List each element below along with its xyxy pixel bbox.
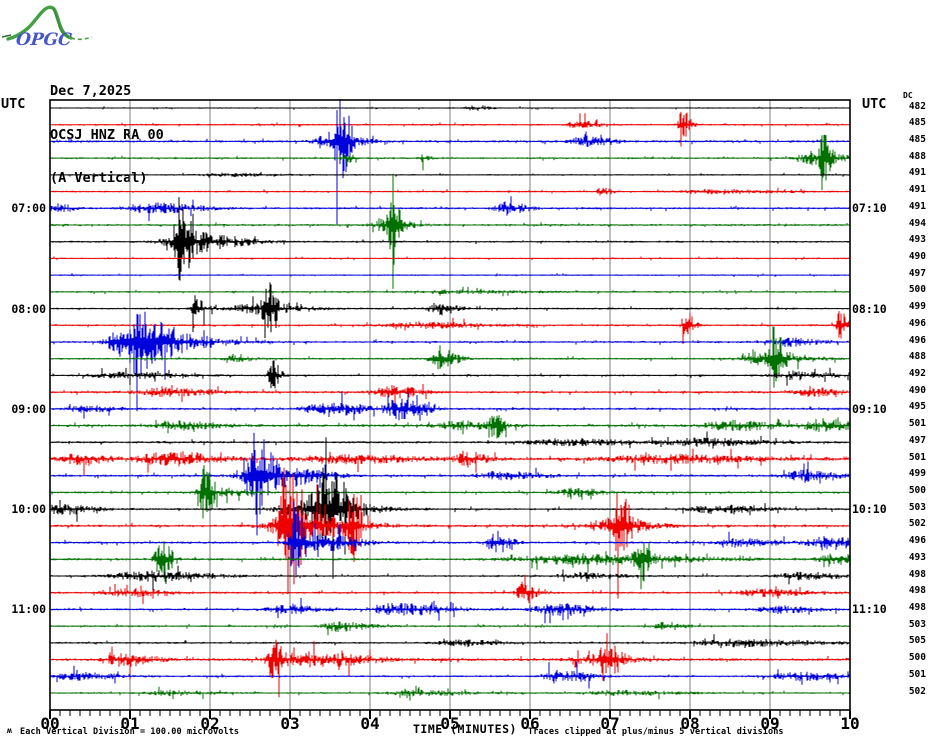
x-tick-label-06: 06 <box>520 714 540 733</box>
dc-value-07:40: 497 <box>908 267 926 279</box>
dc-value-10:20: 496 <box>908 535 926 547</box>
trace-07:40 <box>50 273 851 278</box>
dc-value-10:30: 493 <box>908 551 926 563</box>
x-tick-label-03: 03 <box>280 714 300 733</box>
dc-value-09:10: 501 <box>908 418 926 430</box>
dc-value-08:20: 496 <box>908 334 926 346</box>
dc-value-07:30: 490 <box>908 250 926 262</box>
x-tick-label-01: 01 <box>120 714 140 733</box>
trace-08:40 <box>52 360 851 389</box>
x-tick-label-09: 09 <box>760 714 780 733</box>
dc-value-09:30: 501 <box>908 451 926 463</box>
left-time-label-10:00: 10:00 <box>11 502 46 517</box>
dc-value-07:00: 491 <box>908 200 926 212</box>
dc-value-09:40: 499 <box>908 468 926 480</box>
x-tick-label-07: 07 <box>600 714 620 733</box>
trace-07:50 <box>51 286 851 297</box>
right-time-label-10:10: 10:10 <box>852 502 887 517</box>
dc-value-10:10: 502 <box>908 518 926 530</box>
dc-value-10:40: 498 <box>908 568 926 580</box>
header-station: OCSJ HNZ RA 00 <box>50 126 164 143</box>
dc-value-08:10: 496 <box>908 317 926 329</box>
x-tick-label-00: 00 <box>40 714 60 733</box>
utc-label-right: UTC <box>862 96 887 112</box>
dc-value-09:20: 497 <box>908 434 926 446</box>
x-tick-label-10: 10 <box>840 714 860 733</box>
dc-value-06:30: 488 <box>908 150 926 162</box>
dc-value-06:20: 485 <box>908 133 926 145</box>
x-tick-label-02: 02 <box>200 714 220 733</box>
x-tick-label-08: 08 <box>680 714 700 733</box>
dc-value-09:00: 495 <box>908 401 926 413</box>
x-axis-title: TIME (MINUTES) <box>413 722 517 736</box>
dc-value-08:30: 488 <box>908 351 926 363</box>
dc-value-06:10: 485 <box>908 117 926 129</box>
trace-07:10 <box>50 173 851 289</box>
dc-value-08:50: 490 <box>908 384 926 396</box>
dc-value-07:20: 493 <box>908 234 926 246</box>
dc-column-label: DC <box>903 91 913 100</box>
footer-clip-note: Traces clipped at plus/minus 5 vertical … <box>528 727 784 737</box>
x-tick-label-05: 05 <box>440 714 460 733</box>
left-time-label-07:00: 07:00 <box>11 201 46 216</box>
dc-value-11:10: 503 <box>908 618 926 630</box>
dc-value-08:00: 499 <box>908 301 926 313</box>
trace-11:10 <box>50 621 851 636</box>
dc-value-11:50: 502 <box>908 685 926 697</box>
dc-value-10:50: 498 <box>908 585 926 597</box>
trace-10:10 <box>50 467 851 599</box>
dc-value-10:00: 503 <box>908 501 926 513</box>
logo-mountain-ridge <box>52 7 70 39</box>
trace-07:30 <box>50 256 851 261</box>
right-time-label-09:10: 09:10 <box>852 401 887 416</box>
trace-09:20 <box>51 431 851 449</box>
logo-text: OPGC <box>15 30 73 50</box>
dc-value-09:50: 500 <box>908 484 926 496</box>
left-time-label-08:00: 08:00 <box>11 301 46 316</box>
dc-value-06:50: 491 <box>908 184 926 196</box>
dc-value-11:30: 500 <box>908 652 926 664</box>
dc-value-07:10: 494 <box>908 217 926 229</box>
x-tick-label-04: 04 <box>360 714 380 733</box>
footer-scale-note: Each Vertical Division = 100.00 microvol… <box>20 727 240 737</box>
trace-09:50 <box>50 465 851 519</box>
right-time-label-08:10: 08:10 <box>852 301 887 316</box>
dc-value-07:50: 500 <box>908 284 926 296</box>
logo-dash-right <box>70 36 93 41</box>
trace-08:10 <box>50 311 851 344</box>
logo-dash-left <box>1 34 12 38</box>
utc-label-left: UTC <box>1 96 26 112</box>
header-date: Dec 7,2025 <box>50 83 132 99</box>
left-time-label-09:00: 09:00 <box>11 401 46 416</box>
corner-mark: ʍ <box>7 726 12 735</box>
opgc-logo: OPGC <box>1 5 93 50</box>
dc-value-11:20: 505 <box>908 635 926 647</box>
left-time-label-11:00: 11:00 <box>11 602 46 617</box>
right-time-label-07:10: 07:10 <box>852 201 887 216</box>
dc-value-06:00: 482 <box>908 100 926 112</box>
dc-value-11:00: 498 <box>908 601 926 613</box>
dc-value-11:40: 501 <box>908 668 926 680</box>
right-time-label-11:10: 11:10 <box>852 602 887 617</box>
dc-value-06:40: 491 <box>908 167 926 179</box>
dc-value-08:40: 492 <box>908 367 926 379</box>
